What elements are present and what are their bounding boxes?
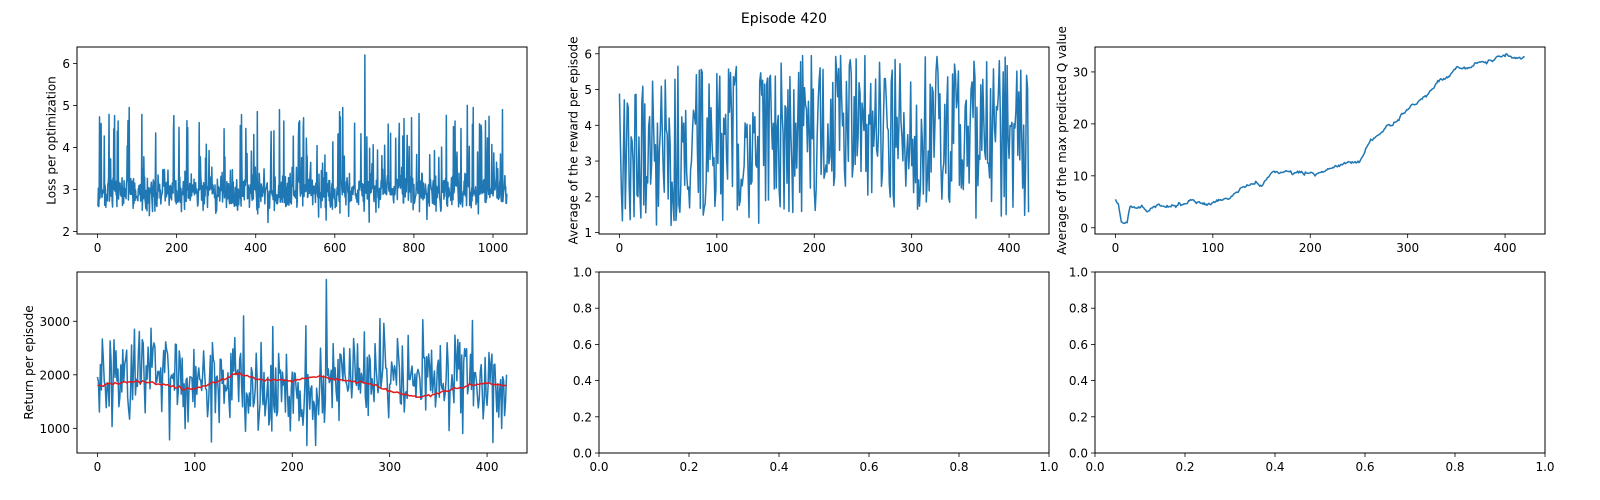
series-line [1114, 53, 1525, 225]
x-tick-label: 0 [94, 460, 102, 474]
y-tick-label: 0 [1080, 221, 1088, 235]
x-tick-label: 0 [1112, 241, 1120, 255]
subplot-empty-1: 0.0 0.2 0.4 0.6 0.8 1.0 0.0 0.2 0.4 0.6 0.8 1.0 [573, 266, 1059, 475]
y-tick-label: 0.2 [573, 410, 592, 424]
y-tick-label: 2 [62, 225, 70, 239]
x-tick-label: 100 [183, 460, 206, 474]
y-tick-label: 5 [62, 99, 70, 113]
x-tick-label: 300 [1396, 241, 1419, 255]
axes-frame [598, 271, 1050, 454]
y-tick-label: 3 [584, 155, 592, 169]
x-tick-label: 0 [94, 241, 102, 255]
y-tick-label: 3000 [39, 315, 70, 329]
y-tick-label: 0.6 [1069, 338, 1088, 352]
y-tick-label: 0.6 [573, 338, 592, 352]
y-tick-label: 1.0 [1069, 266, 1088, 280]
y-tick-label: 10 [1073, 169, 1088, 183]
y-tick-label: 0.8 [573, 302, 592, 316]
moving-average-line [97, 372, 507, 398]
y-axis-label: Average of the max predicted Q value [1055, 26, 1069, 255]
x-tick-label: 200 [1299, 241, 1322, 255]
y-tick-label: 4 [62, 141, 70, 155]
x-tick-label: 800 [402, 241, 425, 255]
x-tick-label: 200 [803, 241, 826, 255]
x-tick-label: 200 [165, 241, 188, 255]
x-tick-label: 0.8 [1445, 460, 1464, 474]
x-tick-label: 0 [616, 241, 624, 255]
x-tick-label: 0.6 [1355, 460, 1374, 474]
y-tick-label: 2 [584, 190, 592, 204]
y-tick-label: 0.8 [1069, 302, 1088, 316]
x-tick-label: 300 [900, 241, 923, 255]
y-tick-label: 6 [62, 57, 70, 71]
y-tick-label: 0.0 [1069, 447, 1088, 461]
y-tick-label: 20 [1073, 117, 1088, 131]
x-tick-label: 1000 [478, 241, 509, 255]
x-tick-label: 400 [998, 241, 1021, 255]
x-tick-label: 0.2 [1175, 460, 1194, 474]
x-tick-label: 1.0 [1039, 460, 1058, 474]
y-tick-label: 5 [584, 83, 592, 97]
subplot-empty-2: 0.0 0.2 0.4 0.6 0.8 1.0 0.0 0.2 0.4 0.6 0.8 1.0 [1069, 266, 1555, 475]
x-tick-label: 100 [705, 241, 728, 255]
axes-frame [76, 46, 528, 235]
series-line [96, 54, 508, 224]
x-tick-label: 400 [476, 460, 499, 474]
x-tick-label: 400 [1494, 241, 1517, 255]
x-tick-label: 600 [323, 241, 346, 255]
x-tick-label: 0.6 [859, 460, 878, 474]
y-tick-label: 3 [62, 183, 70, 197]
x-tick-label: 0.2 [679, 460, 698, 474]
y-axis-label: Loss per optimization [45, 76, 59, 205]
y-tick-label: 4 [584, 119, 592, 133]
x-tick-label: 200 [281, 460, 304, 474]
axes-frame [598, 46, 1050, 235]
y-tick-label: 1.0 [573, 266, 592, 280]
series-line [618, 54, 1030, 227]
y-tick-label: 0.0 [573, 447, 592, 461]
y-tick-label: 30 [1073, 65, 1088, 79]
series-line [96, 278, 508, 447]
axes-frame [1094, 271, 1546, 454]
y-tick-label: 1 [584, 226, 592, 240]
x-tick-label: 400 [244, 241, 267, 255]
x-tick-label: 0.8 [949, 460, 968, 474]
y-axis-label: Average of the reward per episode [567, 36, 581, 244]
y-tick-label: 0.4 [1069, 374, 1088, 388]
axes-frame [1094, 46, 1546, 235]
y-tick-label: 6 [584, 47, 592, 61]
y-tick-label: 2000 [39, 368, 70, 382]
y-tick-label: 1000 [39, 422, 70, 436]
axes-frame [76, 271, 528, 454]
x-tick-label: 1.0 [1535, 460, 1554, 474]
x-tick-label: 0.4 [769, 460, 788, 474]
x-tick-label: 300 [378, 460, 401, 474]
y-axis-label: Return per episode [22, 305, 36, 419]
x-tick-label: 0.0 [589, 460, 608, 474]
x-tick-label: 100 [1201, 241, 1224, 255]
y-tick-label: 0.4 [573, 374, 592, 388]
x-tick-label: 0.4 [1265, 460, 1284, 474]
y-tick-label: 0.2 [1069, 410, 1088, 424]
x-tick-label: 0.0 [1085, 460, 1104, 474]
subplot-max-q: 0 100 200 300 400 0 10 20 30 Average of the max p… [1055, 26, 1546, 255]
figure-suptitle: Episode 420 [741, 11, 827, 27]
